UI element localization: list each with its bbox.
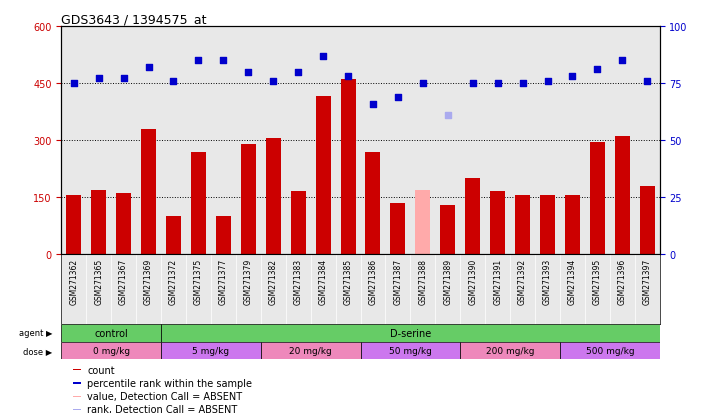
Bar	[91, 190, 106, 255]
Bar	[441, 205, 455, 255]
Text: GSM271369: GSM271369	[144, 258, 153, 304]
Bar	[490, 192, 505, 255]
Bar	[391, 203, 405, 255]
Point	[541, 78, 553, 85]
Text: GSM271388: GSM271388	[418, 258, 428, 304]
Bar	[415, 190, 430, 255]
Text: GDS3643 / 1394575_at: GDS3643 / 1394575_at	[61, 13, 207, 26]
Text: GSM271390: GSM271390	[468, 258, 477, 304]
Text: GSM271382: GSM271382	[269, 258, 278, 304]
Point	[242, 69, 254, 76]
Bar	[360, 342, 460, 360]
Text: 20 mg/kg: 20 mg/kg	[289, 346, 332, 355]
Bar	[161, 324, 660, 342]
Text: GSM271383: GSM271383	[293, 258, 303, 304]
Bar	[465, 179, 480, 255]
Point	[616, 58, 628, 64]
Text: GSM271391: GSM271391	[493, 258, 502, 304]
Text: GSM271386: GSM271386	[368, 258, 378, 304]
Bar	[161, 342, 261, 360]
Bar	[61, 342, 161, 360]
Point	[567, 74, 578, 80]
Text: agent ▶: agent ▶	[19, 328, 53, 337]
Point	[93, 76, 105, 83]
Point	[442, 112, 454, 119]
Bar	[61, 324, 161, 342]
Point	[592, 67, 603, 74]
Bar	[166, 217, 181, 255]
Bar	[366, 152, 381, 255]
Point	[642, 78, 653, 85]
Point	[168, 78, 180, 85]
Point	[367, 101, 379, 108]
Bar	[590, 142, 605, 255]
Bar	[116, 194, 131, 255]
Bar	[560, 342, 660, 360]
Text: dose ▶: dose ▶	[23, 346, 53, 355]
Text: count: count	[87, 365, 115, 375]
Point	[492, 81, 503, 87]
Point	[193, 58, 204, 64]
Bar	[191, 152, 206, 255]
Point	[392, 94, 404, 101]
Bar	[340, 80, 355, 255]
Text: rank, Detection Call = ABSENT: rank, Detection Call = ABSENT	[87, 404, 237, 413]
Point	[467, 81, 479, 87]
Text: GSM271377: GSM271377	[219, 258, 228, 304]
Bar	[640, 186, 655, 255]
Point	[118, 76, 129, 83]
Bar	[540, 196, 555, 255]
Text: GSM271396: GSM271396	[618, 258, 627, 304]
Text: GSM271393: GSM271393	[543, 258, 552, 304]
Text: control: control	[94, 328, 128, 338]
Text: GSM271367: GSM271367	[119, 258, 128, 304]
Bar	[74, 382, 81, 384]
Text: GSM271372: GSM271372	[169, 258, 178, 304]
Text: 200 mg/kg: 200 mg/kg	[486, 346, 534, 355]
Bar	[615, 137, 630, 255]
Bar	[515, 196, 530, 255]
Text: GSM271379: GSM271379	[244, 258, 253, 304]
Text: GSM271395: GSM271395	[593, 258, 602, 304]
Text: GSM271389: GSM271389	[443, 258, 452, 304]
Text: GSM271384: GSM271384	[319, 258, 327, 304]
Text: 0 mg/kg: 0 mg/kg	[92, 346, 130, 355]
Bar	[74, 409, 81, 410]
Bar	[66, 196, 81, 255]
Point	[218, 58, 229, 64]
Text: 50 mg/kg: 50 mg/kg	[389, 346, 432, 355]
Text: GSM271362: GSM271362	[69, 258, 79, 304]
Text: GSM271365: GSM271365	[94, 258, 103, 304]
Text: percentile rank within the sample: percentile rank within the sample	[87, 378, 252, 388]
Text: 500 mg/kg: 500 mg/kg	[585, 346, 634, 355]
Text: GSM271397: GSM271397	[642, 258, 652, 304]
Text: 5 mg/kg: 5 mg/kg	[193, 346, 229, 355]
Point	[317, 53, 329, 60]
Point	[143, 64, 154, 71]
Text: GSM271387: GSM271387	[394, 258, 402, 304]
Text: value, Detection Call = ABSENT: value, Detection Call = ABSENT	[87, 391, 242, 401]
Point	[293, 69, 304, 76]
Bar	[316, 97, 330, 255]
Bar	[74, 396, 81, 397]
Bar	[141, 129, 156, 255]
Text: GSM271392: GSM271392	[518, 258, 527, 304]
Bar	[460, 342, 560, 360]
Text: GSM271375: GSM271375	[194, 258, 203, 304]
Text: GSM271394: GSM271394	[568, 258, 577, 304]
Bar	[216, 217, 231, 255]
Point	[68, 81, 79, 87]
Bar	[291, 192, 306, 255]
Bar	[74, 369, 81, 370]
Point	[342, 74, 354, 80]
Bar	[261, 342, 360, 360]
Text: GSM271385: GSM271385	[343, 258, 353, 304]
Point	[517, 81, 528, 87]
Bar	[266, 139, 280, 255]
Point	[267, 78, 279, 85]
Bar	[241, 145, 256, 255]
Point	[417, 81, 428, 87]
Bar	[565, 196, 580, 255]
Text: D-serine: D-serine	[390, 328, 431, 338]
